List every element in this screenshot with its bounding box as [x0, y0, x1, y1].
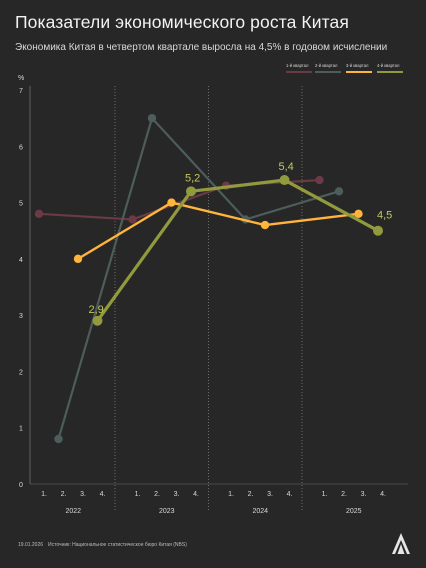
series-line-2	[57, 117, 341, 441]
series-point-2	[54, 434, 63, 444]
series-point-3	[73, 254, 83, 264]
y-tick-label: 1	[19, 426, 23, 433]
series-point-3	[260, 220, 270, 230]
x-quarter-tick-label: 2.	[61, 491, 67, 498]
legend-label-1: 1-й квартал	[286, 63, 309, 68]
y-tick-label: 6	[19, 144, 23, 151]
series-point-2	[334, 187, 344, 196]
series-point-4	[92, 315, 103, 326]
x-quarter-tick-label: 2.	[154, 491, 160, 498]
legend-label-3: 3-й квартал	[346, 63, 369, 68]
chart-subtitle: Экономика Китая в четвертом квартале выр…	[15, 42, 388, 53]
x-quarter-tick-label: 4.	[380, 491, 386, 498]
x-quarter-tick-label: 2.	[248, 491, 254, 498]
x-quarter-tick-label: 3.	[267, 491, 273, 498]
x-quarter-tick-label: 4.	[100, 491, 106, 498]
y-tick-label: 2	[19, 369, 23, 376]
series-point-3	[167, 198, 176, 207]
x-year-label: 2022	[65, 508, 81, 515]
x-quarter-tick-label: 1.	[41, 491, 47, 498]
series-point-4	[186, 186, 196, 197]
data-label: 5,2	[185, 172, 200, 184]
x-quarter-tick-label: 1.	[228, 491, 234, 498]
x-quarter-tick-label: 3.	[361, 491, 367, 498]
data-label: 5,4	[279, 161, 294, 173]
y-tick-label: 5	[19, 201, 23, 208]
series-line-1	[37, 178, 321, 221]
series-point-1	[128, 215, 137, 224]
x-quarter-tick-label: 4.	[193, 491, 199, 498]
series-line-4	[95, 178, 380, 323]
series-point-2	[147, 113, 157, 123]
data-label: 4,5	[377, 210, 392, 222]
chart-title: Показатели экономического роста Китая	[15, 12, 349, 32]
x-quarter-tick-label: 2.	[341, 491, 347, 498]
series-line-3	[76, 201, 360, 261]
x-quarter-tick-label: 1.	[135, 491, 141, 498]
source-note: Источник: Национальное статистическое бю…	[48, 542, 187, 548]
legend-label-2: 2-й квартал	[315, 63, 338, 68]
publication-date: 19.01.2026	[18, 542, 44, 548]
legend-label-4: 4-й квартал	[377, 63, 400, 68]
series-point-3	[354, 209, 363, 219]
series-point-1	[34, 209, 44, 219]
x-quarter-tick-label: 3.	[174, 491, 180, 498]
y-tick-label: 3	[19, 313, 23, 320]
x-year-label: 2025	[346, 508, 362, 515]
x-quarter-tick-label: 1.	[322, 491, 328, 498]
data-label: 2,9	[89, 304, 104, 316]
y-tick-label: 4	[19, 257, 23, 264]
y-axis-unit-label: %	[18, 75, 24, 82]
series-point-4	[373, 225, 383, 236]
y-tick-label: 7	[19, 88, 23, 95]
y-tick-label: 0	[19, 482, 23, 489]
x-year-label: 2024	[252, 508, 268, 515]
x-year-label: 2023	[159, 508, 175, 515]
aa-news-agency-logo	[390, 532, 412, 556]
x-quarter-tick-label: 4.	[287, 491, 293, 498]
series-point-4	[279, 175, 290, 186]
series-point-1	[315, 175, 324, 185]
x-quarter-tick-label: 3.	[80, 491, 86, 498]
